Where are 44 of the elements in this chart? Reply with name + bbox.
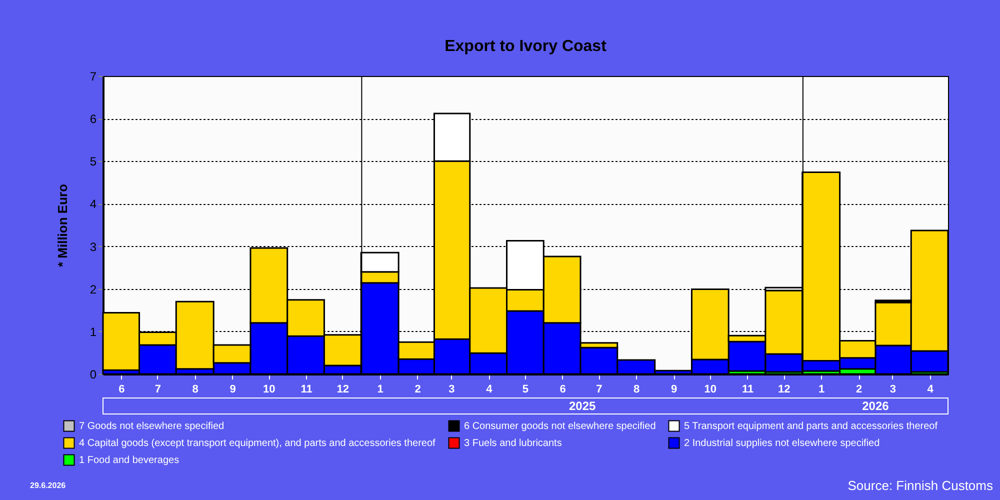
x-tick-label: 11 [300, 384, 312, 396]
x-tick-label: 6 [560, 384, 566, 396]
x-tick-label: 3 [890, 384, 896, 396]
legend-label: 1 Food and beverages [79, 455, 180, 466]
y-tick-label: 0 [90, 368, 97, 382]
y-tick-label: 2 [90, 282, 97, 296]
y-tick-label: 6 [90, 112, 97, 126]
x-tick-label: 10 [262, 384, 276, 396]
x-tick-label: 1 [818, 384, 825, 396]
x-tick-label: 12 [778, 384, 790, 396]
y-tick-label: 7 [90, 70, 97, 84]
source-note: Source: Finnish Customs [848, 478, 994, 493]
x-tick-label: 5 [522, 384, 528, 396]
x-tick-label: 9 [230, 384, 236, 396]
x-tick-label: 3 [448, 384, 455, 396]
y-tick-label: 3 [90, 240, 97, 254]
y-tick-label: 5 [90, 154, 97, 169]
x-tick-label: 12 [336, 384, 349, 396]
legend-label: 6 Consumer goods not elsewhere specified [464, 421, 656, 432]
x-tick-label: 11 [742, 384, 754, 396]
x-tick-label: 2 [414, 384, 421, 396]
y-tick-label: 1 [90, 324, 97, 339]
x-tick-label: 1 [377, 384, 384, 396]
legend-label: 7 Goods not elsewhere specified [79, 421, 224, 432]
x-tick-label: 9 [671, 384, 678, 396]
x-tick-label: 7 [596, 384, 602, 396]
legend-label: 5 Transport equipment and parts and accessories thereof [684, 421, 938, 432]
text: 2025 [568, 399, 596, 413]
x-tick-label: 4 [927, 384, 934, 396]
x-tick-label: 4 [486, 384, 494, 396]
legend-label: 3 Fuels and lubricants [464, 438, 562, 449]
x-tick-label: 10 [704, 384, 716, 396]
y-tick-label: 4 [90, 197, 97, 212]
text: 29.6.2026 [30, 481, 66, 490]
x-tick-label: 2 [856, 384, 862, 396]
legend-label: 2 Industrial supplies not elsewhere specified [684, 438, 880, 449]
chart-title: Export to Ivory Coast [444, 38, 608, 55]
text: 2026 [862, 399, 890, 413]
x-tick-label: 6 [118, 384, 125, 396]
x-tick-label: 7 [154, 384, 161, 396]
y-axis-title: * Million Euro [54, 184, 70, 268]
legend-label: 4 Capital goods (except transport equipment), and parts and accessories thereof [79, 438, 436, 449]
x-tick-label: 8 [192, 384, 198, 396]
x-tick-label: 8 [634, 384, 640, 396]
